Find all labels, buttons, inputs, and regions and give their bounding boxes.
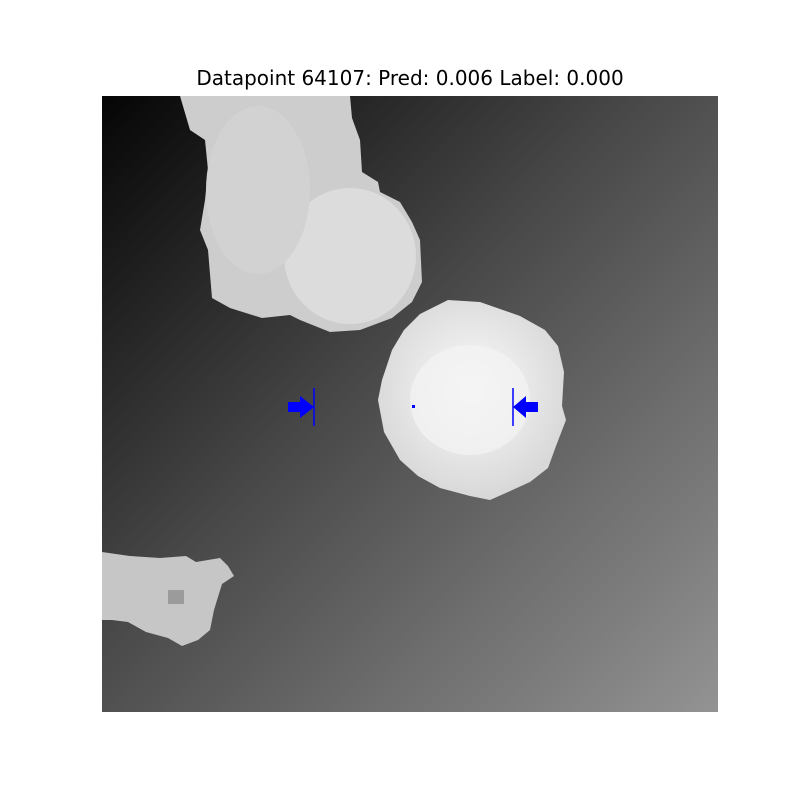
grasp-marker-right — [512, 388, 538, 426]
grasp-marker-left — [288, 388, 315, 426]
lower-object-hole — [168, 590, 184, 604]
grasp-center-point — [412, 405, 415, 408]
figure-title: Datapoint 64107: Pred: 0.006 Label: 0.00… — [196, 66, 624, 90]
upper-object-highlight — [284, 188, 416, 324]
